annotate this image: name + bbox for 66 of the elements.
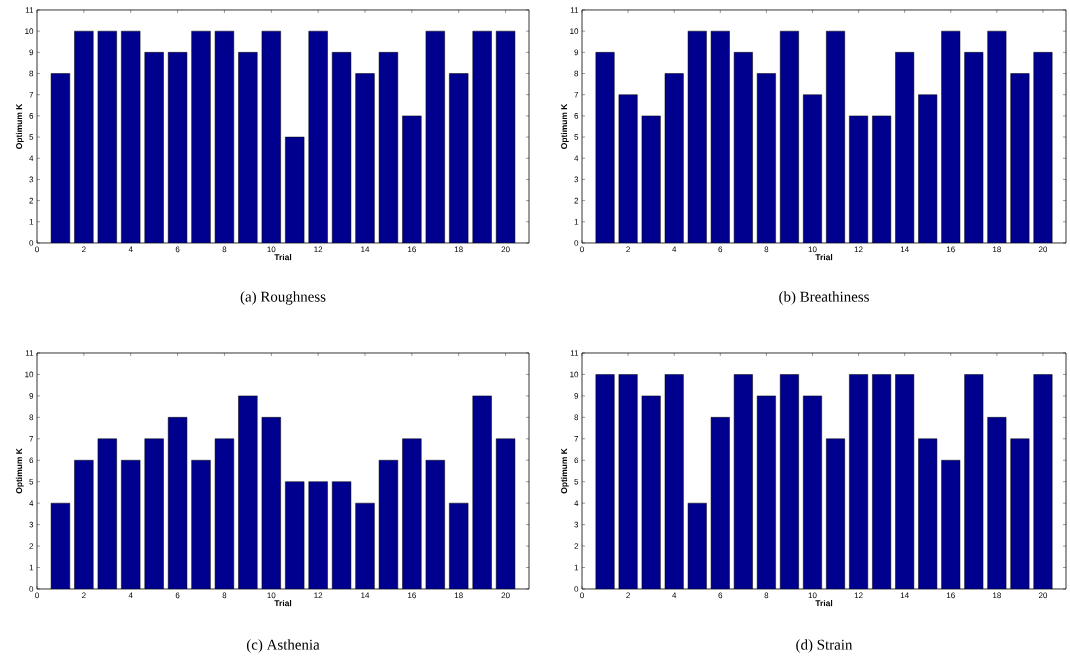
bar	[332, 52, 351, 243]
bar	[238, 52, 258, 243]
bar	[97, 438, 117, 589]
y-axis-title: Optimum K	[560, 448, 569, 494]
bar	[308, 31, 328, 243]
bar	[261, 31, 281, 243]
bar	[1010, 73, 1030, 243]
bar	[74, 460, 94, 589]
bar	[144, 52, 164, 243]
bar	[472, 395, 492, 589]
text: (c) Asthenia	[246, 639, 320, 653]
bar	[641, 115, 661, 243]
bar	[97, 31, 117, 243]
bar	[308, 481, 328, 589]
bar	[332, 481, 351, 589]
bar	[402, 438, 422, 589]
bar	[734, 52, 753, 243]
bar	[664, 73, 684, 243]
bar	[355, 503, 375, 589]
x-axis-title: Trial	[815, 253, 833, 261]
bar	[964, 52, 984, 243]
x-axis-title: Trial	[274, 599, 292, 607]
bar	[941, 31, 960, 243]
bar	[168, 417, 187, 589]
x-axis-title: Trial	[815, 599, 833, 607]
bar	[261, 417, 281, 589]
bar	[849, 115, 868, 243]
bar	[803, 94, 822, 243]
bar	[379, 52, 398, 243]
bar	[472, 31, 492, 243]
y-axis-title: Optimum K	[15, 103, 24, 149]
bar	[987, 31, 1007, 243]
bar	[355, 73, 375, 243]
bar	[238, 395, 258, 589]
bar	[74, 31, 94, 243]
text: (b) Breathiness	[779, 291, 869, 305]
bar	[711, 31, 730, 243]
bar	[895, 52, 914, 243]
bar	[144, 438, 164, 589]
bar	[618, 94, 638, 243]
bar	[780, 31, 799, 243]
bar	[402, 115, 422, 243]
y-axis-title: Optimum K	[560, 103, 569, 149]
bar	[495, 438, 516, 589]
bar	[121, 31, 141, 243]
bar	[495, 30, 516, 243]
bar	[595, 52, 615, 243]
bar	[918, 94, 937, 243]
bar	[449, 73, 469, 243]
x-axis-title: Trial	[274, 253, 292, 261]
bar	[285, 481, 305, 589]
text: (d) Strain	[796, 639, 853, 653]
bar	[1033, 52, 1053, 243]
bar	[872, 115, 891, 243]
bar	[688, 31, 707, 243]
bar	[215, 31, 234, 243]
bar	[191, 31, 211, 243]
bar	[191, 460, 211, 589]
bar	[51, 73, 70, 243]
y-axis-title: Optimum K	[15, 448, 24, 494]
text: (a) Roughness	[240, 291, 326, 305]
bar	[757, 73, 776, 243]
bar	[168, 52, 187, 243]
bar	[826, 31, 845, 243]
bar	[425, 31, 445, 243]
bar	[215, 438, 234, 589]
